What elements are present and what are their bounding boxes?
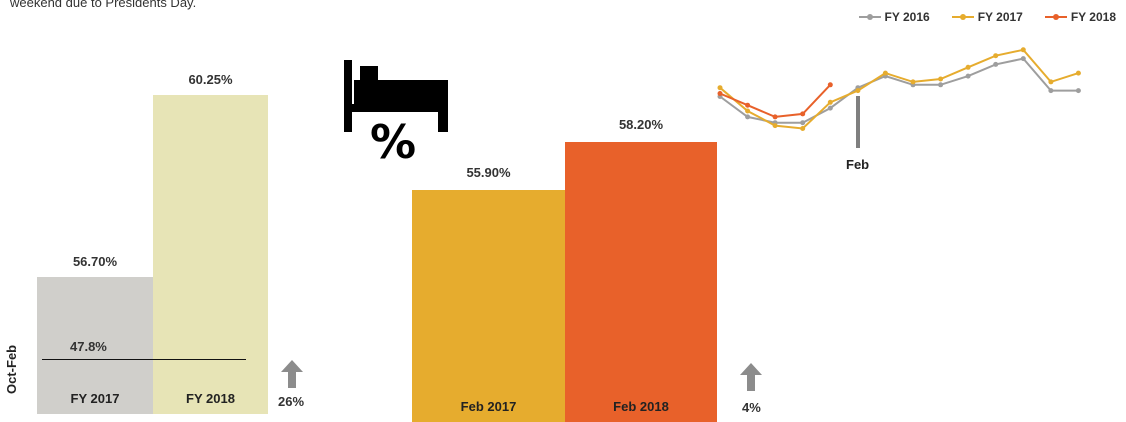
data-point — [1048, 88, 1054, 94]
data-point — [717, 85, 723, 91]
change-label-feb: 4% — [742, 400, 761, 415]
data-point — [993, 53, 999, 59]
data-point — [717, 91, 723, 96]
legend-item-fy2016: FY 2016 — [858, 10, 930, 24]
data-point — [745, 114, 751, 120]
feb-annotation: Feb — [846, 157, 870, 172]
line-chart — [717, 47, 1081, 131]
data-point — [882, 70, 888, 76]
bar-feb2018-label: Feb 2018 — [613, 399, 669, 414]
series-line-fy-2018 — [719, 84, 832, 118]
value-label-feb2017: 55.90% — [466, 165, 511, 180]
data-point — [855, 88, 861, 94]
data-point — [938, 82, 944, 88]
legend-item-fy2018: FY 2018 — [1044, 10, 1116, 24]
legend-item-fy2017: FY 2017 — [951, 10, 1023, 24]
bar-feb2017-label: Feb 2017 — [460, 399, 517, 414]
legend-label: FY 2016 — [884, 10, 930, 24]
y-axis-label: Oct-Feb — [4, 344, 19, 394]
data-point — [827, 82, 833, 88]
feb-marker — [856, 96, 860, 148]
data-point — [910, 79, 916, 85]
data-point — [1048, 79, 1054, 85]
data-point — [993, 61, 999, 67]
data-point — [800, 111, 806, 117]
svg-text:%: % — [370, 115, 416, 164]
bar-feb2018: Feb 2018 — [565, 142, 717, 422]
data-point — [965, 73, 971, 79]
data-point — [1075, 70, 1081, 76]
legend: FY 2016 FY 2017 FY 2018 — [858, 10, 1116, 24]
bed-percent-icon: % — [344, 60, 448, 164]
data-point — [1020, 56, 1026, 62]
reference-line-label: 47.8% — [70, 339, 107, 354]
bar-fy2018: FY 2018 — [153, 95, 268, 414]
reference-line — [42, 359, 246, 360]
data-point — [772, 123, 778, 129]
up-arrow-icon — [281, 360, 303, 388]
data-point — [1020, 47, 1026, 53]
up-arrow-icon — [740, 363, 762, 391]
legend-marker-icon — [951, 14, 974, 20]
value-label-fy2017: 56.70% — [72, 254, 118, 269]
data-point — [800, 126, 806, 131]
change-label-oct-feb: 26% — [278, 394, 305, 409]
legend-marker-icon — [858, 14, 881, 20]
legend-label: FY 2017 — [977, 10, 1023, 24]
data-point — [1075, 88, 1081, 94]
data-point — [745, 108, 751, 114]
data-point — [772, 114, 778, 120]
bar-feb2017: Feb 2017 — [412, 190, 565, 422]
bar-fy2017-label: FY 2017 — [70, 391, 120, 406]
bar-fy2018-label: FY 2018 — [186, 391, 235, 406]
data-point — [827, 105, 833, 111]
data-point — [827, 99, 833, 105]
legend-label: FY 2018 — [1070, 10, 1116, 24]
bar-fy2017: FY 2017 — [37, 277, 153, 414]
series-line-fy-2016 — [719, 57, 1079, 124]
value-label-feb2018: 58.20% — [618, 117, 664, 132]
series-line-fy-2017 — [719, 48, 1079, 130]
data-point — [745, 102, 751, 108]
data-point — [965, 64, 971, 70]
legend-marker-icon — [1044, 14, 1067, 20]
intro-line: weekend due to Presidents Day. — [10, 0, 197, 10]
value-label-fy2018: 60.25% — [188, 72, 233, 87]
data-point — [938, 76, 944, 82]
intro-text: weekend due to Presidents Day. — [10, 0, 196, 12]
data-point — [800, 120, 806, 126]
